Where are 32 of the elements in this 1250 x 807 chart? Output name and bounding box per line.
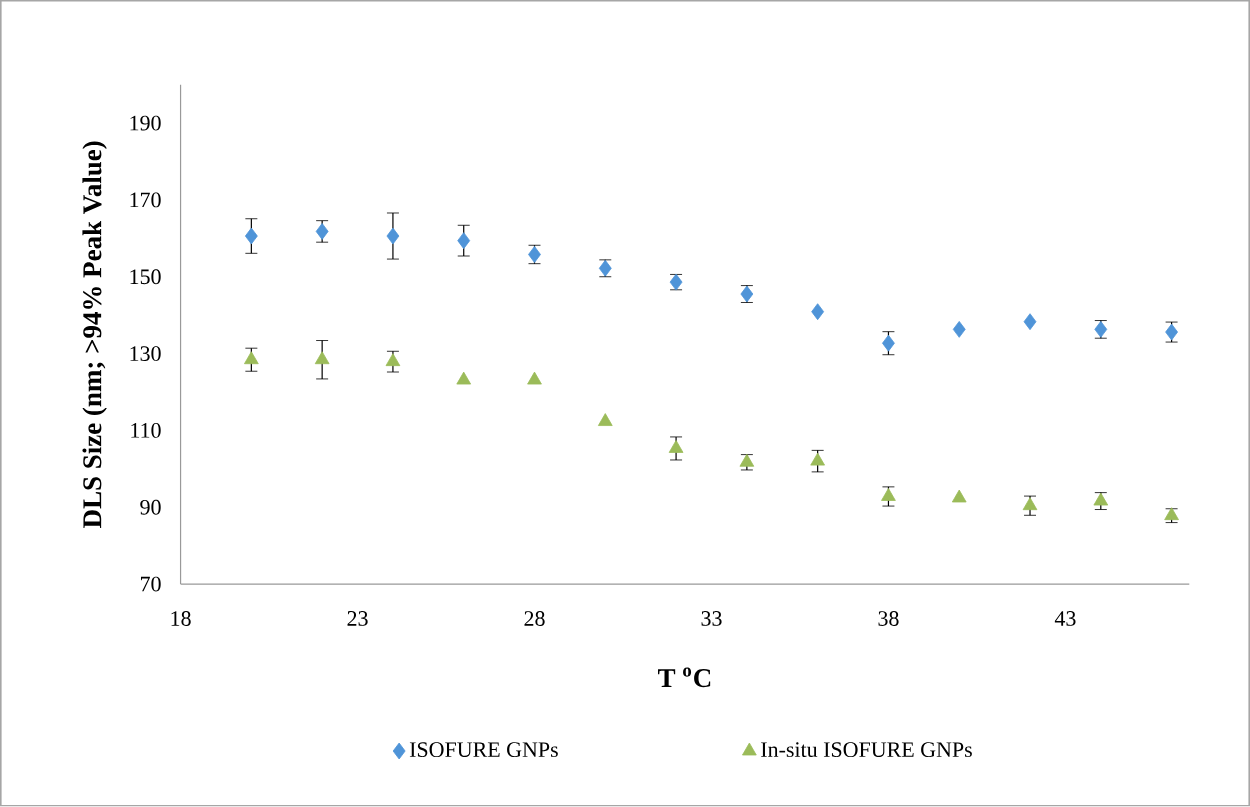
point — [739, 454, 755, 467]
point — [457, 232, 471, 250]
y-tick-label: 150 — [130, 269, 161, 285]
x-tick-label: 23 — [347, 611, 368, 627]
point — [811, 303, 825, 321]
x-tick-label: 18 — [171, 611, 191, 627]
legend-label: ISOFURE GNPs — [409, 742, 558, 758]
x-tick-label: 38 — [878, 611, 899, 627]
point — [527, 371, 542, 385]
y-tick-label: 90 — [140, 500, 161, 515]
x-tick-label: 43 — [1054, 611, 1076, 627]
y-tick-label: 110 — [131, 423, 161, 439]
x-tick-label: 28 — [524, 611, 545, 627]
point — [668, 440, 684, 454]
point — [244, 351, 259, 365]
x-axis-title: T $^{o}$C — [658, 667, 711, 688]
y-tick-label: 170 — [130, 192, 161, 208]
point — [386, 227, 400, 245]
point — [951, 489, 967, 503]
y-tick-label: 70 — [141, 576, 161, 592]
y-tick-label: 130 — [130, 346, 161, 362]
y-tick-label: 190 — [130, 115, 161, 131]
y-axis-title: DLS Size (nm; >94% Peak Value) — [82, 141, 107, 529]
x-tick-label: 33 — [701, 611, 722, 627]
point — [1023, 313, 1037, 331]
point — [952, 321, 966, 338]
point — [314, 351, 330, 365]
point — [597, 413, 613, 427]
point — [882, 335, 895, 352]
legend-label: In-situ ISOFURE GNPs — [761, 742, 972, 758]
point — [456, 371, 472, 385]
point — [244, 227, 258, 245]
